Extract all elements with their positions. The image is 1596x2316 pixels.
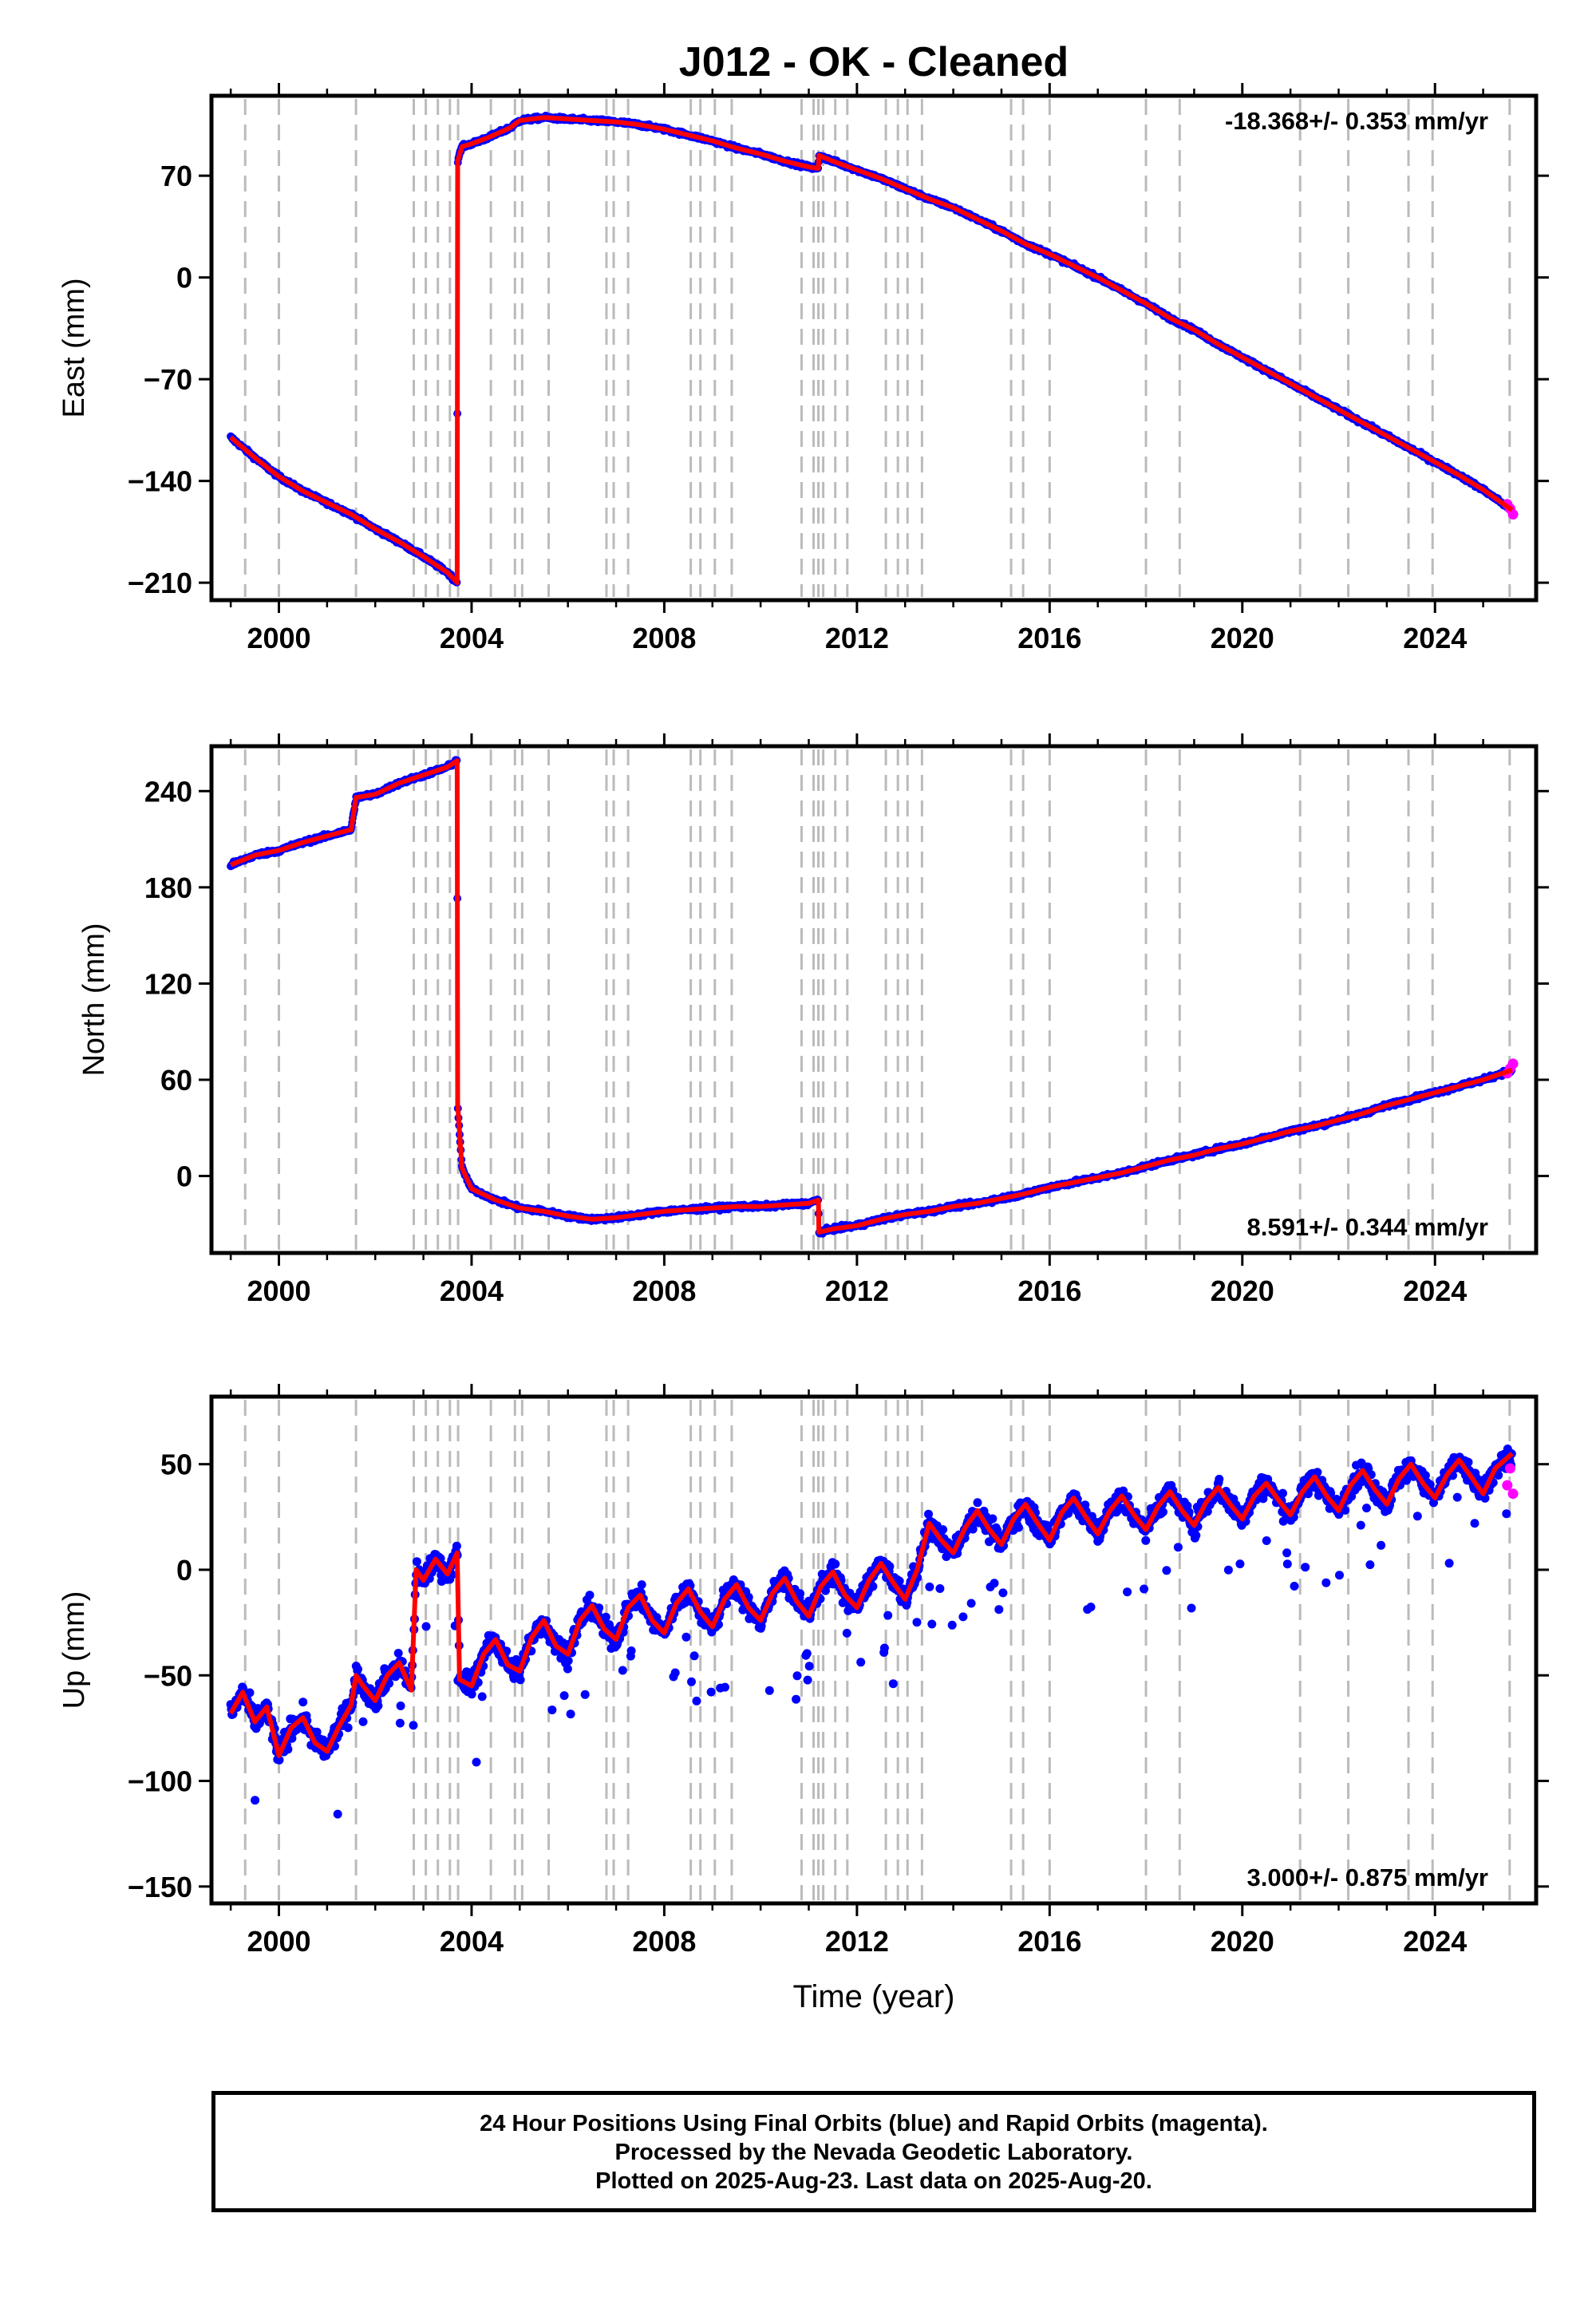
- y-axis-label: North (mm): [77, 923, 111, 1076]
- panel-frame: [209, 744, 1539, 1255]
- velocity-rate-label: -18.368+/- 0.353 mm/yr: [1225, 107, 1488, 135]
- panel-east: 2000 2004 2008 2012 2016 2020 2024 −210 −140 −70 0…: [57, 83, 1549, 654]
- y-tick-label: −210: [128, 567, 192, 599]
- x-tick-label: 2004: [440, 622, 504, 654]
- final-orbit-point: [358, 1717, 368, 1726]
- y-tick-label: 180: [144, 871, 192, 904]
- y-tick-label: 120: [144, 967, 192, 1000]
- model-fit-line: [229, 115, 1514, 586]
- x-tick-label: 2008: [632, 622, 696, 654]
- y-tick-label: 0: [176, 1160, 192, 1193]
- x-tick-label: 2012: [825, 1275, 889, 1307]
- final-orbit-point: [298, 1697, 308, 1707]
- final-orbits-points: [227, 111, 1516, 587]
- velocity-rate-label: 8.591+/- 0.344 mm/yr: [1247, 1213, 1488, 1241]
- y-tick-label: 60: [160, 1064, 192, 1097]
- panel-up: 2000 2004 2008 2012 2016 2020 2024−150−100−500…: [57, 1384, 1549, 1958]
- final-orbit-point: [333, 1809, 342, 1819]
- x-tick-label: 2000: [247, 1275, 310, 1307]
- y-tick-label: −140: [128, 465, 192, 498]
- y-tick-label: 70: [160, 160, 192, 192]
- y-tick-label: −70: [144, 363, 192, 396]
- final-orbit-point: [251, 1796, 260, 1805]
- y-tick-label: 240: [144, 775, 192, 808]
- x-tick-label: 2004: [440, 1275, 504, 1307]
- x-tick-label: 2008: [632, 1275, 696, 1307]
- model-fit-line: [229, 758, 1513, 1235]
- y-axis-label: East (mm): [57, 278, 91, 417]
- final-orbit-point: [354, 1665, 362, 1674]
- final-orbits-points: [226, 1445, 1516, 1819]
- y-tick-label: 0: [176, 262, 192, 294]
- x-tick-label: 2020: [1211, 1275, 1274, 1307]
- x-tick-label: 2024: [1403, 1275, 1467, 1307]
- x-tick-label: 2016: [1017, 622, 1081, 654]
- x-tick-label: 2000: [247, 622, 310, 654]
- chart-title: J012 - OK - Cleaned: [679, 39, 1069, 85]
- rapid-orbit-point: [1507, 1058, 1519, 1069]
- x-tick-label: 2012: [825, 622, 889, 654]
- final-orbit-point: [343, 1723, 353, 1733]
- final-orbits-points: [227, 756, 1516, 1238]
- panel-frame: [209, 93, 1539, 603]
- x-tick-label: 2016: [1017, 1275, 1081, 1307]
- x-tick-label: 2024: [1403, 622, 1467, 654]
- panel-north: 2000 2004 2008 2012 2016 2020 2024 0 60 120 180 240…: [77, 733, 1549, 1307]
- x-tick-label: 2020: [1211, 622, 1274, 654]
